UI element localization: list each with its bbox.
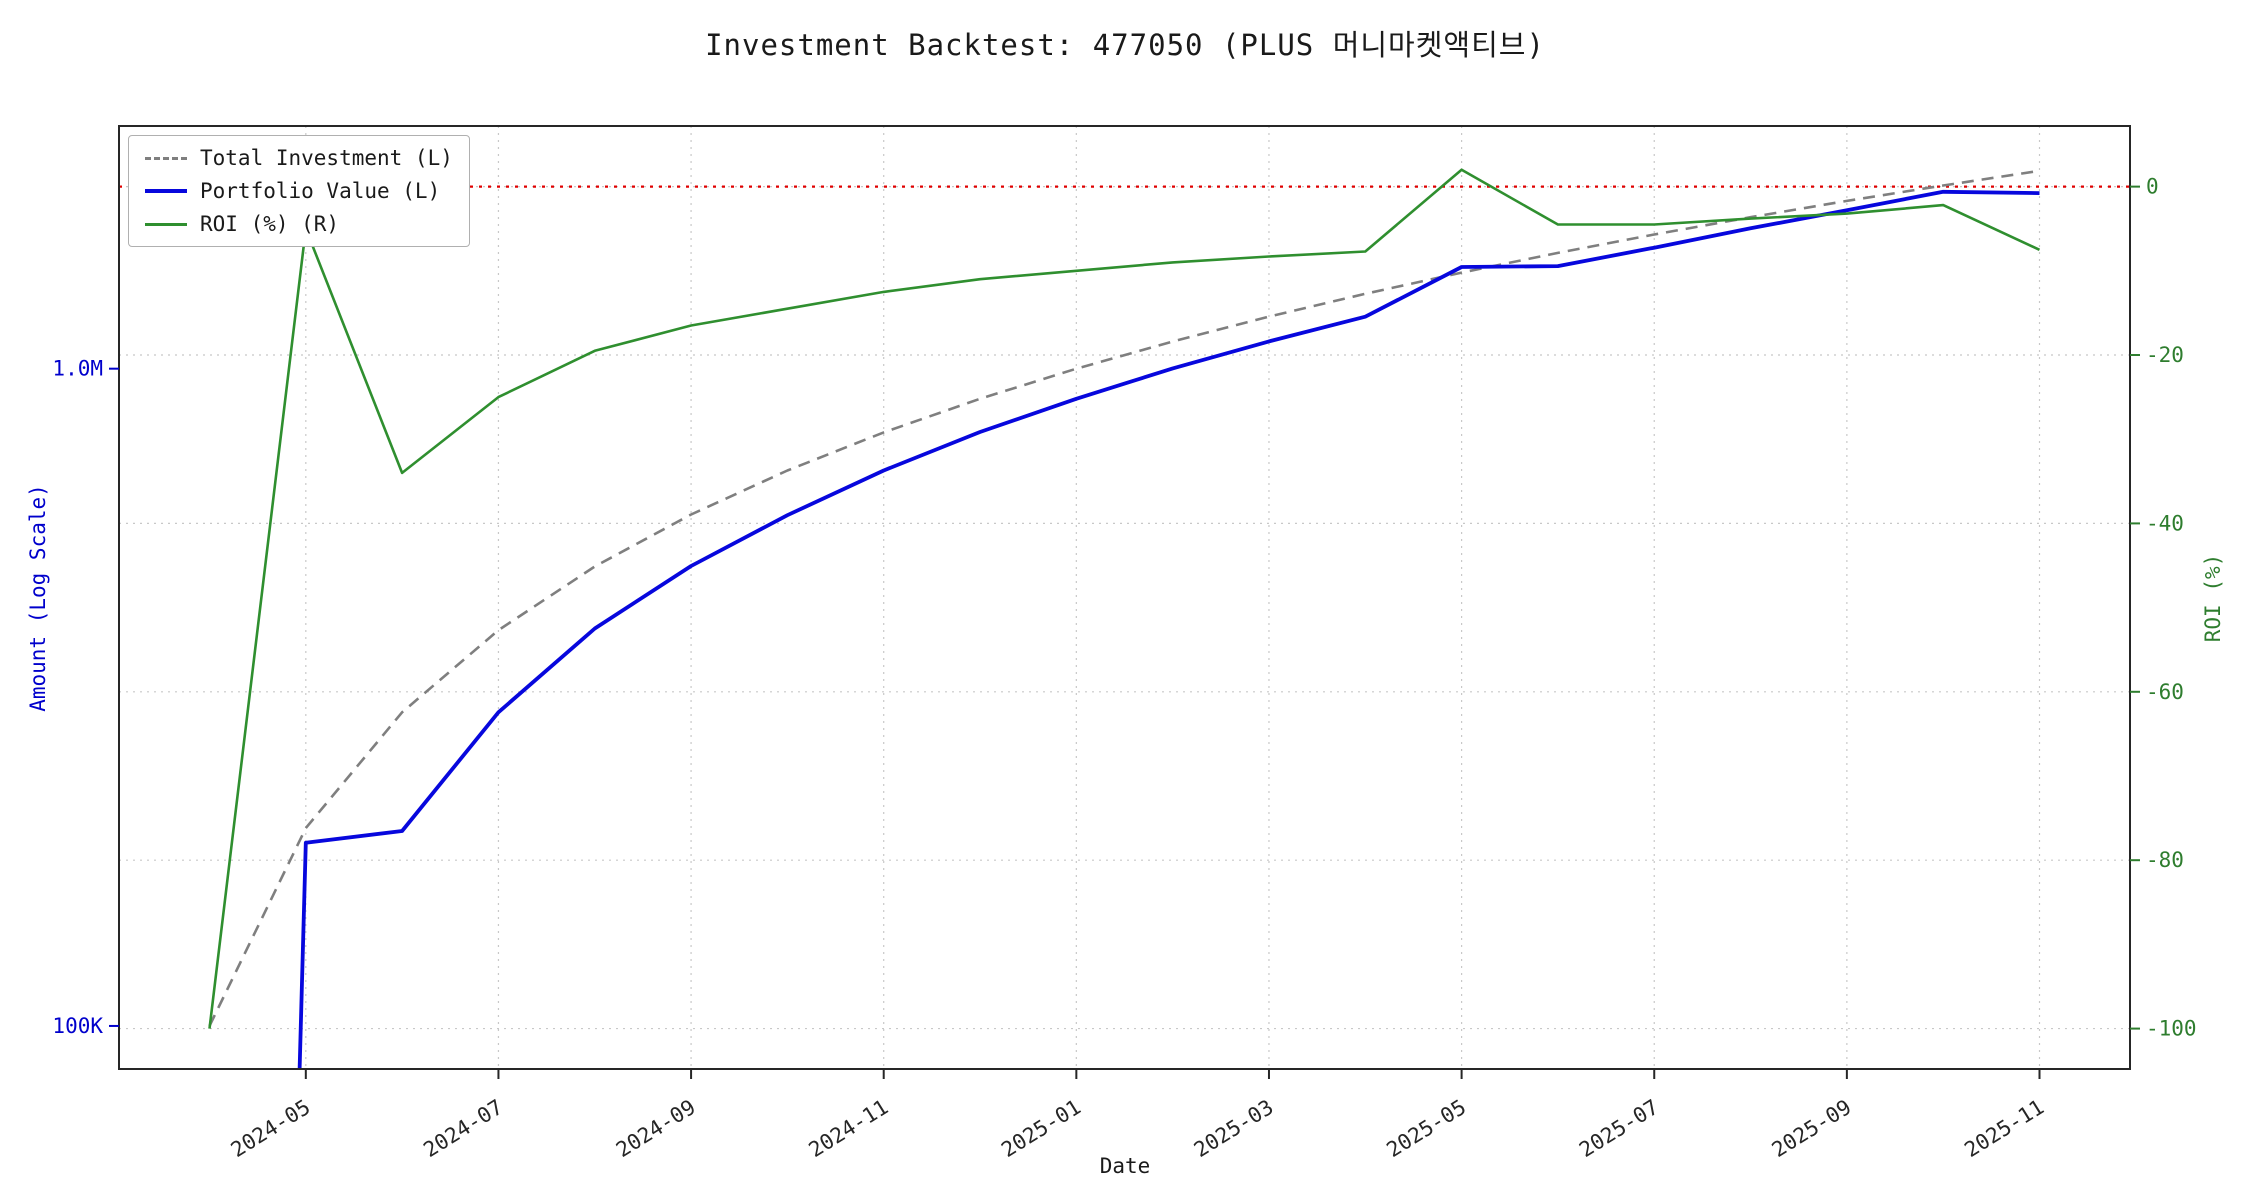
right-tick-label: -20: [2146, 343, 2184, 367]
legend-label: ROI (%) (R): [200, 212, 340, 236]
x-tick-label: 2025-09: [1768, 1095, 1856, 1162]
legend: Total Investment (L) Portfolio Value (L) R…: [128, 135, 470, 247]
y-axis-label-right: ROI (%): [2201, 553, 2225, 643]
right-tick-label: -100: [2146, 1017, 2197, 1041]
x-tick-label: 2025-11: [1960, 1095, 2048, 1162]
legend-item-roi: ROI (%) (R): [145, 212, 453, 236]
x-tick-label: 2024-09: [612, 1095, 700, 1162]
series-line-portfolio-value: [297, 189, 2040, 1069]
legend-label: Total Investment (L): [200, 146, 453, 170]
axes-frame: [118, 125, 2131, 1070]
chart-title: Investment Backtest: 477050 (PLUS 머니마켓액티…: [705, 28, 1545, 62]
right-tick-label: 0: [2146, 175, 2159, 199]
left-tick-label: 100K: [52, 1014, 103, 1038]
series-line-total-investment: [208, 169, 2040, 1027]
legend-swatch-total-investment: [145, 156, 187, 160]
x-tick-label: 2024-07: [419, 1095, 507, 1162]
x-tick-label: 2025-01: [997, 1095, 1085, 1162]
x-tick-label: 2024-05: [227, 1095, 315, 1162]
legend-swatch-portfolio-value: [145, 189, 187, 193]
series-line-roi: [208, 168, 2041, 1029]
right-tick-label: -60: [2146, 680, 2184, 704]
legend-label: Portfolio Value (L): [200, 179, 441, 203]
y-axis-label-left: Amount (Log Scale): [26, 484, 50, 712]
x-tick-label: 2024-11: [805, 1095, 893, 1162]
x-tick-label: 2025-03: [1190, 1095, 1278, 1162]
x-axis-label: Date: [1099, 1154, 1151, 1178]
x-tick-label: 2025-05: [1382, 1095, 1470, 1162]
x-tick-label: 2025-07: [1575, 1095, 1663, 1162]
series-group: [208, 168, 2041, 1069]
left-tick-label: 1.0M: [52, 357, 103, 381]
legend-item-total-investment: Total Investment (L): [145, 146, 453, 170]
legend-item-portfolio-value: Portfolio Value (L): [145, 179, 453, 203]
right-tick-label: -80: [2146, 848, 2184, 872]
right-tick-label: -40: [2146, 511, 2184, 535]
legend-swatch-roi: [145, 222, 187, 226]
